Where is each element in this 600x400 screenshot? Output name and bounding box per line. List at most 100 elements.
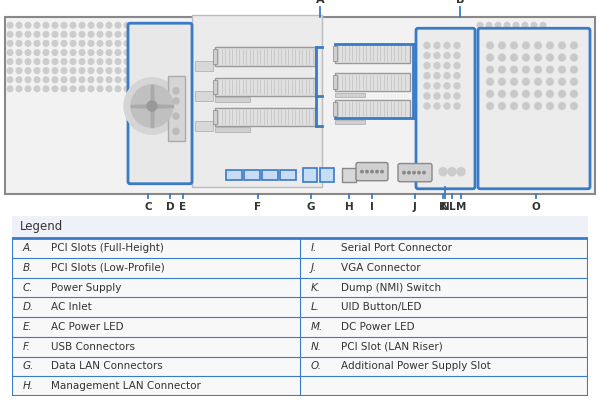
- Circle shape: [523, 79, 529, 85]
- Circle shape: [16, 32, 22, 37]
- Circle shape: [201, 50, 207, 55]
- Bar: [335, 73, 410, 91]
- Circle shape: [546, 90, 554, 98]
- Text: L: L: [449, 202, 455, 212]
- Circle shape: [210, 40, 216, 46]
- Text: Additional Power Supply Slot: Additional Power Supply Slot: [341, 362, 491, 372]
- Circle shape: [7, 32, 13, 37]
- Circle shape: [547, 91, 553, 97]
- Text: B: B: [456, 0, 464, 5]
- Circle shape: [477, 59, 483, 64]
- Bar: [333, 102, 337, 116]
- Bar: [333, 46, 337, 60]
- Circle shape: [25, 68, 31, 74]
- Circle shape: [444, 73, 450, 79]
- Circle shape: [106, 86, 112, 92]
- Bar: [195, 91, 213, 101]
- Text: F.: F.: [22, 342, 30, 352]
- Circle shape: [486, 40, 492, 46]
- Circle shape: [498, 54, 506, 62]
- Circle shape: [34, 68, 40, 74]
- Circle shape: [237, 50, 243, 55]
- Circle shape: [52, 68, 58, 74]
- Circle shape: [424, 83, 430, 89]
- Circle shape: [486, 22, 492, 28]
- Circle shape: [513, 68, 519, 74]
- Circle shape: [173, 113, 179, 119]
- Circle shape: [540, 77, 546, 82]
- Circle shape: [510, 54, 518, 62]
- Circle shape: [371, 170, 373, 173]
- Circle shape: [264, 22, 270, 28]
- Circle shape: [570, 66, 578, 74]
- Circle shape: [70, 50, 76, 55]
- Circle shape: [424, 62, 430, 69]
- Circle shape: [418, 172, 420, 174]
- Circle shape: [70, 59, 76, 64]
- Circle shape: [106, 22, 112, 28]
- Circle shape: [7, 59, 13, 64]
- Text: H.: H.: [22, 381, 33, 391]
- Circle shape: [535, 42, 541, 48]
- Circle shape: [504, 50, 510, 55]
- Circle shape: [61, 22, 67, 28]
- Circle shape: [43, 77, 49, 82]
- Text: Legend: Legend: [20, 220, 64, 233]
- Circle shape: [444, 103, 450, 109]
- Circle shape: [513, 77, 519, 82]
- Circle shape: [43, 86, 49, 92]
- Circle shape: [571, 67, 577, 73]
- Circle shape: [52, 59, 58, 64]
- Circle shape: [522, 86, 528, 92]
- Text: M: M: [456, 202, 466, 212]
- Circle shape: [106, 32, 112, 37]
- Circle shape: [7, 77, 13, 82]
- Circle shape: [79, 40, 85, 46]
- Circle shape: [522, 77, 528, 82]
- Circle shape: [16, 50, 22, 55]
- Circle shape: [219, 50, 225, 55]
- Circle shape: [504, 77, 510, 82]
- FancyBboxPatch shape: [128, 23, 192, 184]
- Circle shape: [540, 59, 546, 64]
- Circle shape: [558, 66, 566, 74]
- Circle shape: [124, 77, 130, 82]
- Circle shape: [523, 103, 529, 109]
- Circle shape: [115, 68, 121, 74]
- Circle shape: [273, 50, 279, 55]
- Circle shape: [97, 32, 103, 37]
- Circle shape: [535, 79, 541, 85]
- Circle shape: [34, 32, 40, 37]
- Circle shape: [424, 42, 430, 48]
- Circle shape: [495, 86, 501, 92]
- Circle shape: [201, 32, 207, 37]
- Bar: [5, 17, 595, 194]
- Circle shape: [273, 22, 279, 28]
- Circle shape: [201, 40, 207, 46]
- Circle shape: [546, 78, 554, 86]
- Circle shape: [511, 91, 517, 97]
- Circle shape: [88, 77, 94, 82]
- Circle shape: [246, 77, 252, 82]
- Circle shape: [124, 68, 130, 74]
- Circle shape: [487, 91, 493, 97]
- Circle shape: [25, 59, 31, 64]
- Circle shape: [97, 59, 103, 64]
- Circle shape: [97, 50, 103, 55]
- Circle shape: [115, 22, 121, 28]
- Circle shape: [510, 90, 518, 98]
- Circle shape: [499, 91, 505, 97]
- Circle shape: [531, 77, 537, 82]
- Circle shape: [477, 22, 483, 28]
- Circle shape: [70, 22, 76, 28]
- Circle shape: [547, 79, 553, 85]
- Circle shape: [559, 42, 565, 48]
- Circle shape: [504, 86, 510, 92]
- Circle shape: [454, 73, 460, 79]
- Circle shape: [173, 88, 179, 94]
- Circle shape: [522, 40, 528, 46]
- Circle shape: [192, 50, 198, 55]
- Circle shape: [413, 172, 415, 174]
- Circle shape: [487, 103, 493, 109]
- Text: K: K: [439, 202, 447, 212]
